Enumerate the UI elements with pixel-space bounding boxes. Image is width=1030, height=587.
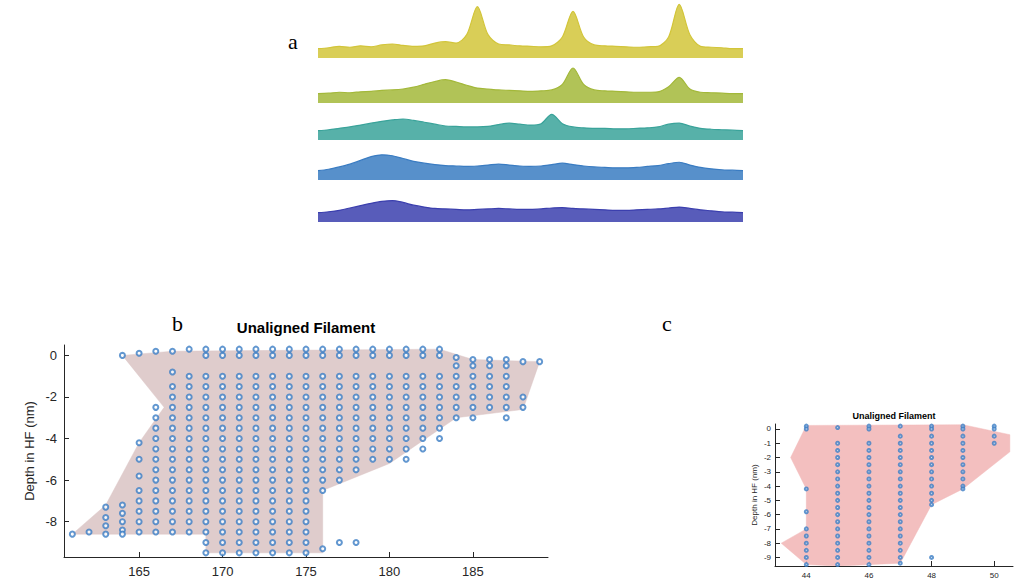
svg-text:-4: -4 <box>45 431 57 446</box>
svg-text:Depth in HF (nm): Depth in HF (nm) <box>22 401 37 501</box>
svg-text:c: c <box>662 311 672 336</box>
svg-text:Unaligned Filament: Unaligned Filament <box>237 319 375 336</box>
svg-text:165: 165 <box>128 564 150 579</box>
svg-text:-2: -2 <box>764 453 772 462</box>
svg-text:-5: -5 <box>764 496 772 505</box>
svg-text:Depth in HF (nm): Depth in HF (nm) <box>750 464 759 526</box>
svg-text:-9: -9 <box>764 553 772 562</box>
svg-text:-7: -7 <box>764 524 772 533</box>
svg-text:-1: -1 <box>764 439 772 448</box>
svg-text:-3: -3 <box>764 467 772 476</box>
svg-text:Unaligned Filament: Unaligned Filament <box>852 411 935 421</box>
svg-text:-8: -8 <box>45 514 57 529</box>
svg-text:-6: -6 <box>764 510 772 519</box>
svg-text:50: 50 <box>990 571 999 580</box>
svg-text:0: 0 <box>767 424 772 433</box>
svg-text:48: 48 <box>927 571 936 580</box>
svg-text:a: a <box>288 29 298 54</box>
svg-text:46: 46 <box>864 571 873 580</box>
svg-text:b: b <box>172 311 183 336</box>
svg-text:44: 44 <box>802 571 811 580</box>
svg-text:175: 175 <box>295 564 317 579</box>
svg-text:180: 180 <box>379 564 401 579</box>
svg-text:170: 170 <box>212 564 234 579</box>
svg-text:-8: -8 <box>764 539 772 548</box>
svg-text:185: 185 <box>462 564 484 579</box>
svg-text:-2: -2 <box>45 389 57 404</box>
svg-text:0: 0 <box>50 348 57 363</box>
svg-text:-6: -6 <box>45 473 57 488</box>
svg-text:-4: -4 <box>764 482 772 491</box>
